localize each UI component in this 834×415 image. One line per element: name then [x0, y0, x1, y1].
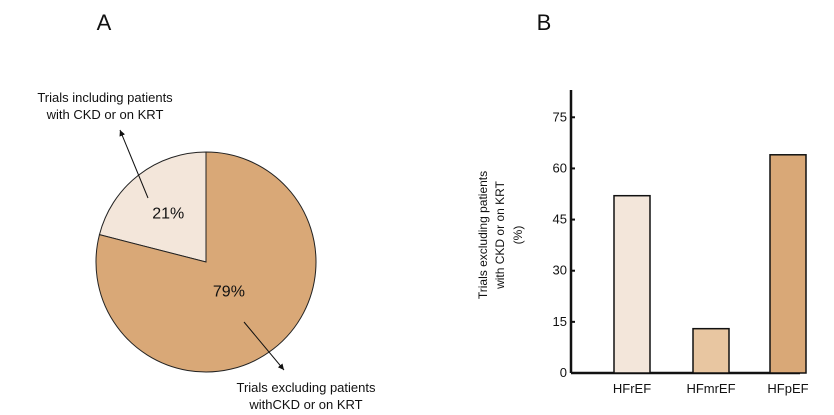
arrow-excluding: [243, 321, 285, 371]
arrow-including: [119, 129, 149, 199]
annotation-including-line2: with CKD or on KRT: [46, 107, 164, 122]
x-tick-label: HFpEF: [767, 381, 808, 396]
y-tick-label: 0: [560, 365, 567, 380]
y-tick-label: 30: [553, 263, 567, 278]
y-tick-label: 15: [553, 314, 567, 329]
bar-HFrEF: [613, 194, 651, 374]
annotation-including-line1: Trials including patients: [37, 90, 173, 105]
pie-slice-1: [95, 151, 317, 373]
bar-chart: 0 15 30 45 60 75 HFrEF HFmrEF HFpEF: [553, 90, 809, 396]
annotation-excluding-line1: Trials excluding patients: [237, 380, 376, 395]
y-tick-label: 60: [553, 160, 567, 175]
y-axis-label-line1: Trials excluding patients: [476, 171, 490, 299]
y-tick-label: 75: [553, 109, 567, 124]
x-tick-label: HFrEF: [613, 381, 651, 396]
y-tick-label: 45: [553, 212, 567, 227]
bar-HFmrEF: [692, 327, 730, 374]
y-axis-label-line2: with CKD or on KRT: [493, 180, 507, 289]
y-axis-label-line3: (%): [511, 226, 525, 245]
annotation-excluding-line2: withCKD or on KRT: [248, 397, 362, 412]
pie-slice-label-1: 79%: [213, 284, 245, 301]
panel-label-b: B: [537, 10, 552, 35]
bar-HFpEF: [769, 154, 807, 374]
panel-label-a: A: [97, 10, 112, 35]
pie-chart: 21% 79%: [95, 151, 317, 373]
x-tick-label: HFmrEF: [686, 381, 735, 396]
pie-slice-label-0: 21%: [152, 205, 184, 222]
